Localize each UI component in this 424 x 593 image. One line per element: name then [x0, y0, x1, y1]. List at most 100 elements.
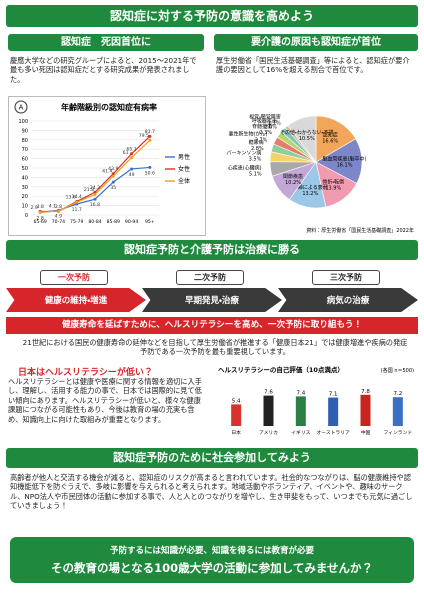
legend-label: 全体 — [178, 177, 190, 185]
data-point — [75, 200, 79, 204]
right-heading: 要介護の原因も認知症が首位 — [214, 34, 418, 51]
slice-value: 10.5% — [299, 136, 315, 142]
value-label: 5.4 — [232, 398, 241, 404]
value-label: 83.7 — [145, 129, 155, 135]
value-label: 2.9 — [30, 205, 37, 211]
slice-label: 糖尿病 — [249, 139, 264, 146]
slice-label: パーキンソン病 — [227, 151, 262, 157]
step-label: 二次予防 — [176, 270, 244, 285]
x-tick-label: 65-69 — [33, 219, 46, 225]
slice-label: 視覚・聴覚障害 — [249, 114, 281, 121]
value-label: 4.9 — [55, 213, 62, 219]
bar — [392, 397, 403, 426]
value-label: 4.1 — [49, 204, 56, 210]
value-label: 35 — [110, 185, 116, 191]
literacy-chart: ヘルスリテラシーの自己評価（10点満点） (各国 n＝500) 5.4 日本 7.6 アメ… — [218, 365, 414, 436]
callout-line: その教育の場となる100歳大学の活動に参加してみませんか？ — [51, 561, 373, 575]
pie-slice — [315, 115, 357, 163]
x-tick-label: 90-94 — [125, 219, 138, 225]
step-label: 三次予防 — [312, 270, 380, 285]
x-tick-label: 日本 — [231, 429, 241, 436]
left-heading: 認知症 死因首位に — [8, 34, 204, 51]
value-label: 11.7 — [72, 207, 82, 213]
chart-title: 年齢階級別の認知症有病率 — [61, 102, 157, 112]
slice-value: 2.7% — [255, 137, 268, 143]
value-label: 79.5 — [139, 133, 149, 139]
value-label: 3.8 — [36, 204, 43, 210]
x-tick-label: 75-79 — [70, 219, 83, 225]
bar — [295, 396, 306, 426]
data-point — [148, 138, 152, 142]
y-tick-label: 50 — [22, 166, 28, 172]
x-tick-label: フィンランド — [383, 430, 412, 436]
x-tick-label: 95+ — [145, 219, 155, 225]
slice-label: 高齢による衰弱 — [293, 184, 328, 191]
value-label: 21.8 — [84, 187, 94, 193]
y-tick-label: 10 — [22, 204, 28, 210]
bar — [231, 404, 242, 426]
slice-value: 13.9% — [325, 186, 341, 192]
x-tick-label: 中国 — [361, 429, 371, 436]
data-point — [93, 197, 97, 201]
slice-label: 脊髄損傷 — [252, 123, 272, 130]
x-tick-label: アメリカ — [259, 430, 278, 436]
value-label: 7.8 — [361, 389, 370, 395]
section3-heading: 認知症予防のために社会参加してみよう — [6, 448, 418, 468]
bar — [360, 394, 371, 426]
x-tick-label: イギリス — [291, 430, 310, 436]
slice-label: 認知症 — [323, 131, 338, 138]
value-label: 24.2 — [90, 185, 100, 191]
red-banner: 健康寿命を延ばすために、ヘルスリテラシーを高め、一次予防に取り組もう！ — [6, 317, 418, 334]
value-label: 7.2 — [393, 391, 402, 397]
x-tick-label: 80-84 — [88, 219, 101, 225]
prevalence-chart: A 年齢階級別の認知症有病率 0 10 20 30 40 50 60 70 80 90 100 65-69… — [8, 96, 206, 236]
data-point — [130, 152, 134, 156]
y-tick-label: 0 — [25, 213, 28, 219]
y-tick-label: 80 — [22, 138, 28, 144]
y-tick-label: 60 — [22, 157, 28, 163]
value-label: 43.9 — [108, 166, 118, 172]
slice-value: 3.5% — [249, 157, 262, 163]
bar — [263, 395, 274, 426]
value-label: 7.6 — [264, 390, 273, 396]
right-body: 厚生労働省「国民生活基礎調査」等によると、認知症が要介護の要因として16%を超え… — [216, 56, 410, 75]
y-tick-label: 40 — [22, 175, 28, 181]
step-text: 病気の治療 — [278, 288, 418, 312]
slice-label: 関節疾患 — [283, 173, 303, 180]
legend-label: 男性 — [178, 153, 190, 161]
value-label: 50.6 — [145, 170, 155, 176]
x-tick-label: オーストラリア — [316, 430, 350, 436]
section2-body: 21世紀における国民の健康寿命の延伸などを目指して厚生労働省が推進する「健康日本… — [22, 338, 408, 357]
y-tick-label: 70 — [22, 147, 28, 153]
slice-value: 13.2% — [302, 191, 318, 197]
section2-heading: 認知症予防と介護予防は治療に勝る — [6, 240, 418, 260]
slice-value: 2.8% — [251, 146, 264, 152]
slice-value: 2.0% — [264, 124, 277, 130]
step-label: 一次予防 — [40, 270, 108, 285]
value-label: 61 — [123, 150, 129, 156]
legend-label: 女性 — [178, 165, 190, 173]
page-title: 認知症に対する予防の意識を高めよう — [6, 5, 418, 27]
value-label: 65.1 — [126, 146, 136, 152]
data-point — [38, 210, 42, 214]
step-text: 早期発見・治療 — [142, 288, 282, 312]
data-point — [93, 193, 97, 197]
slice-label: 悪性新生物(がん) — [228, 130, 267, 137]
x-tick-label: 85-89 — [107, 219, 120, 225]
source-note: 資料：厚生労働省「国民生活基礎調査」2022年 — [306, 227, 414, 234]
japan-heading: 日本はヘルスリテラシーが低い？ — [18, 368, 153, 378]
slice-value: 10.2% — [285, 180, 301, 186]
data-point — [111, 180, 115, 184]
label-badge — [14, 100, 28, 114]
slice-value: 2.3% — [259, 130, 272, 136]
slice-label: 心疾患(心臓病) — [228, 164, 262, 171]
pie-slice — [315, 138, 363, 184]
section3-body: 高齢者が他人と交流する機会が減ると、認知症のリスクが高まると言われています。社会… — [10, 473, 413, 511]
value-label: 7.1 — [329, 392, 338, 398]
slice-value: 16.1% — [337, 162, 353, 168]
japan-body: ヘルスリテラシーとは健康や医療に関する情報を適切に入手し、理解し、活用する能力の… — [8, 377, 202, 424]
data-point — [111, 174, 115, 178]
y-tick-label: 20 — [22, 194, 28, 200]
